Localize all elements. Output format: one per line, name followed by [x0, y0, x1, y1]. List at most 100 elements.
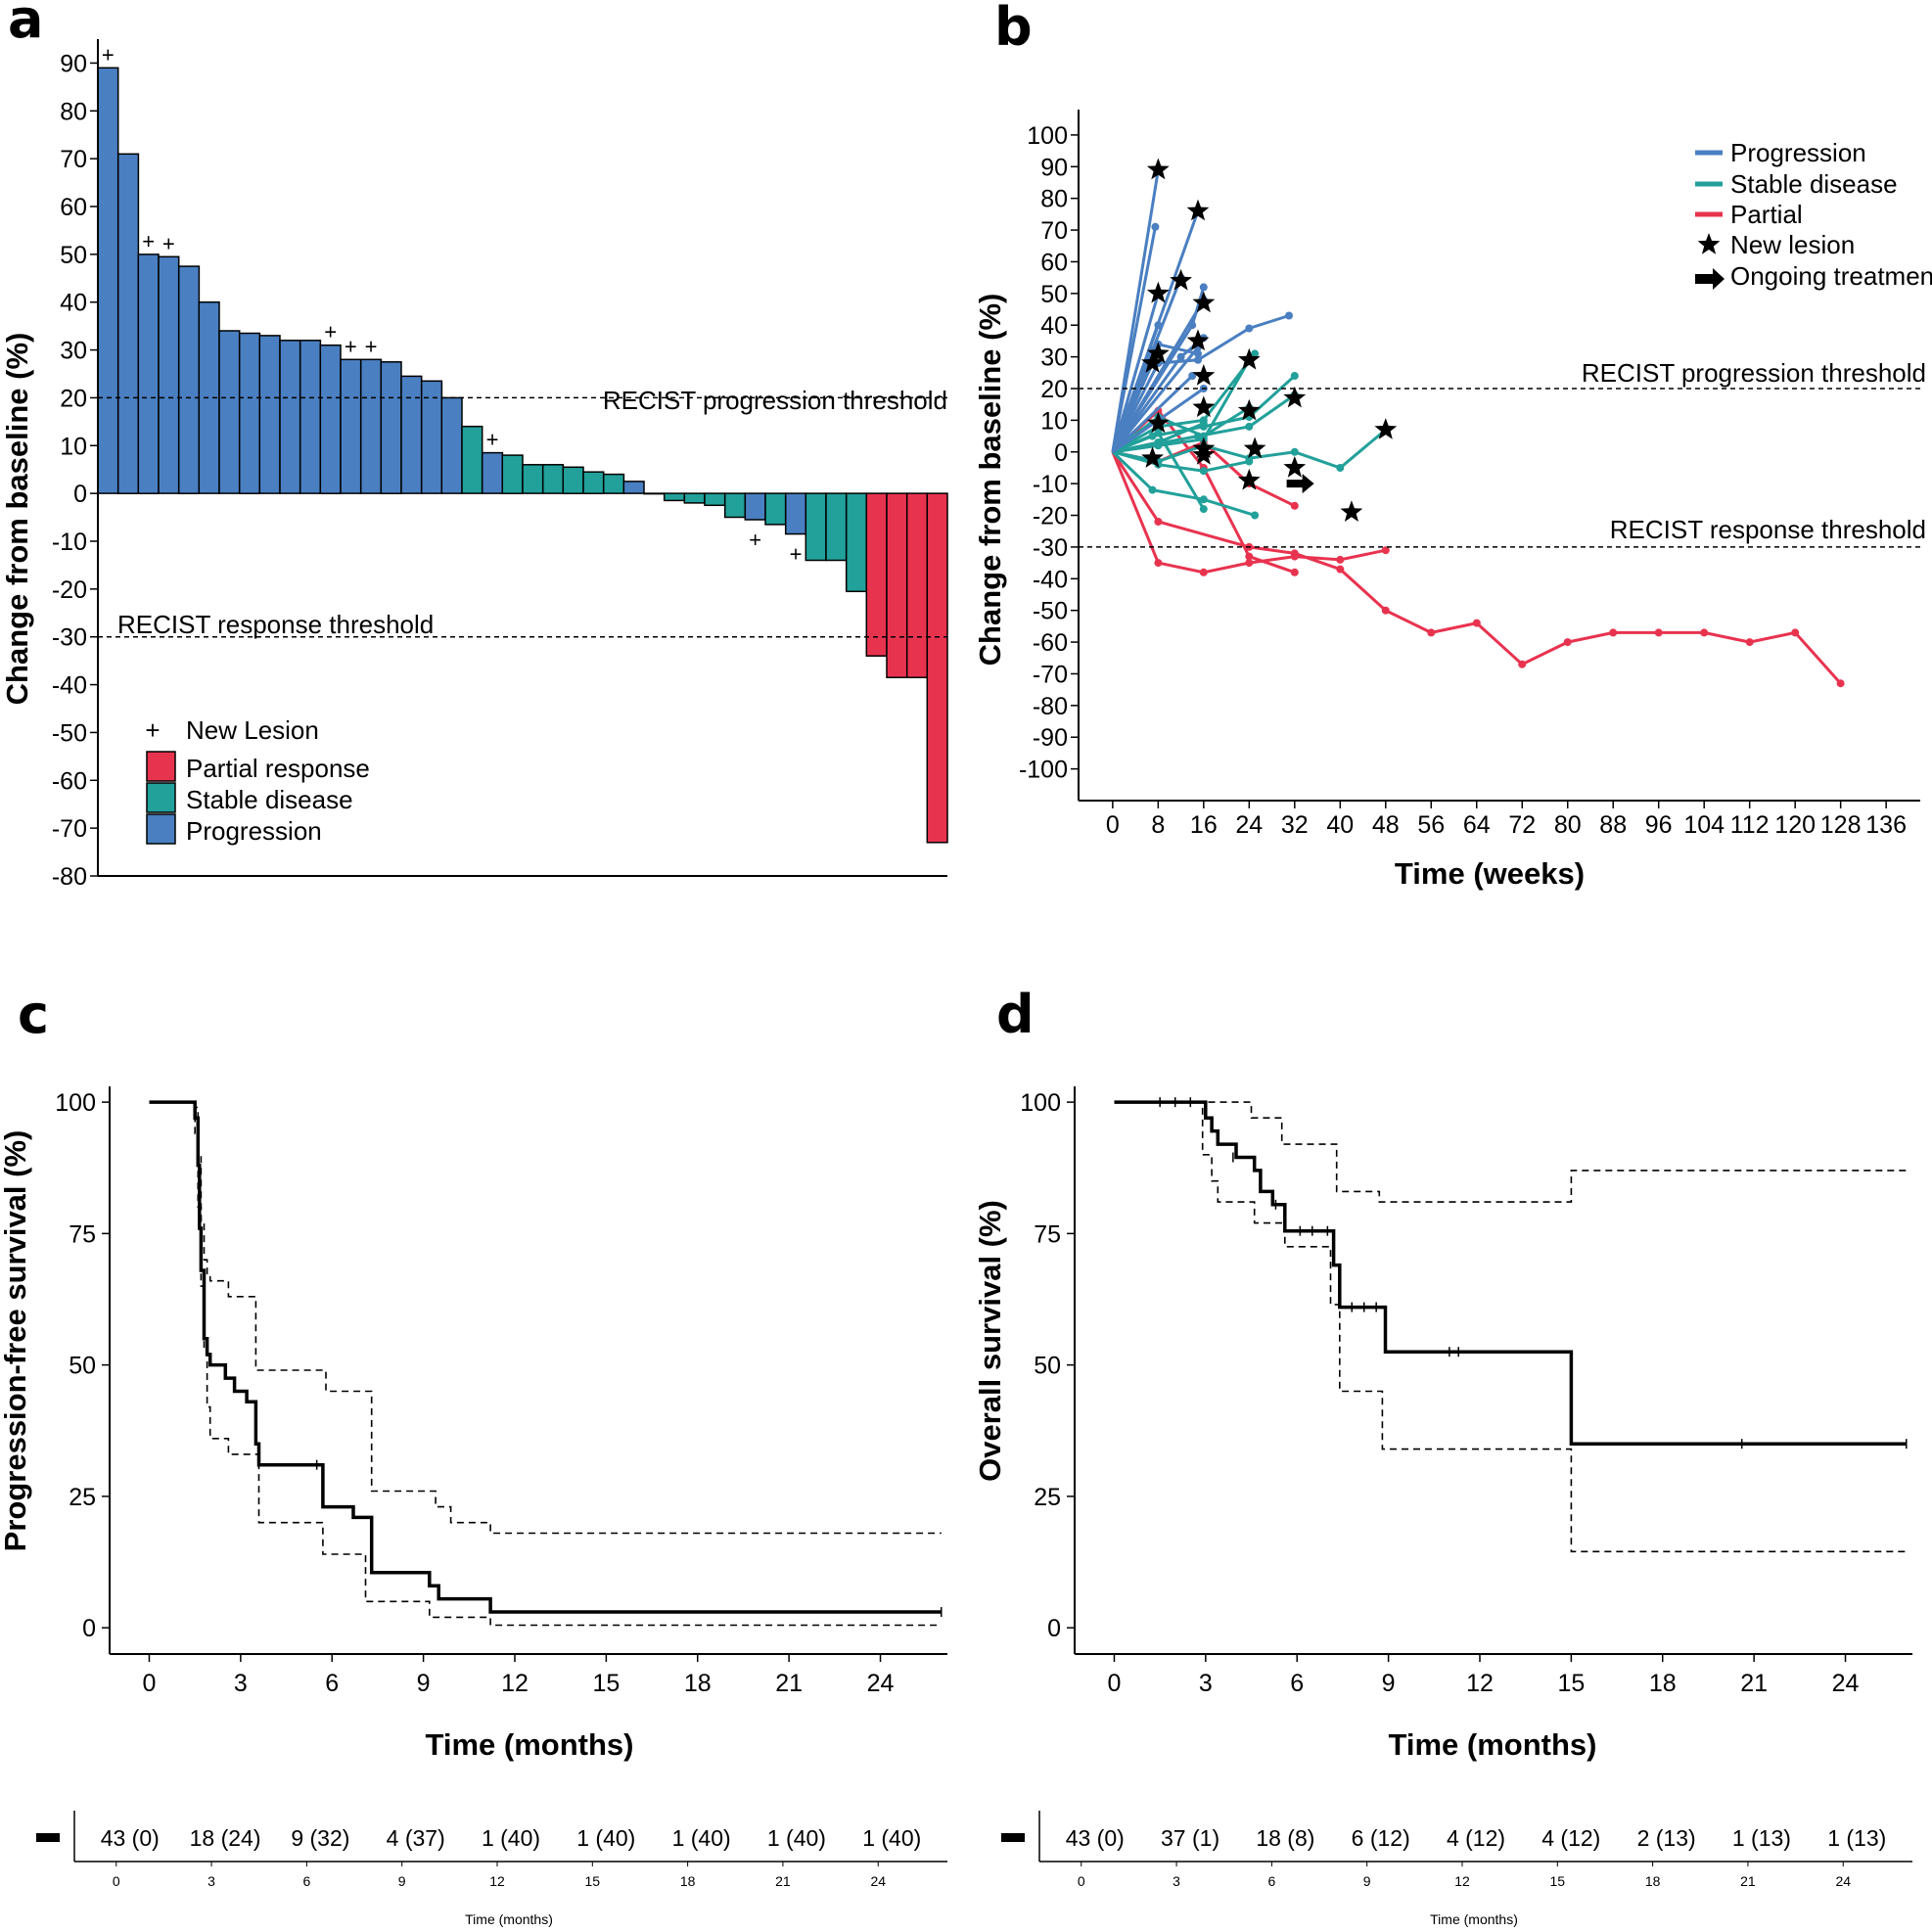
new-lesion-star: [1192, 443, 1216, 465]
new-lesion-mark: +: [790, 542, 803, 567]
panel-d-os: d 0 25 50 75 100 0 3 6 9 12 15 18 21 24 43 (0) 0 37 (1) 3…: [973, 984, 1912, 1927]
panel-c-risk-x-axis-title: Time (months): [465, 1911, 553, 1927]
y-tick-label: 50: [1034, 1353, 1061, 1380]
panel-c-plot: 0 25 50 75 100 0 3 6 9 12 15 18 21 24 43 (0) 0 18 (24) 3 9…: [36, 1086, 947, 1889]
y-tick-label: 30: [1040, 345, 1068, 372]
panel-c-pfs: c 0 25 50 75 100 0 3 6 9 12 15 18 21 24 43 (0) 0 18 (24)…: [0, 984, 947, 1927]
risk-legend-key: [1001, 1833, 1025, 1842]
panel-d-x-axis-title: Time (months): [1389, 1727, 1597, 1762]
risk-x-tick-label: 9: [398, 1873, 406, 1889]
series-line: [1111, 169, 1160, 453]
bar: [643, 492, 666, 495]
series-line: [1111, 450, 1842, 685]
panel-a-waterfall: a + + + + + + + + + 90 80 70 60 50 40 30 20 10 0 -10 -20 -30…: [0, 0, 948, 891]
risk-count: 37 (1): [1161, 1825, 1219, 1851]
x-tick-label: 0: [1106, 811, 1120, 839]
y-tick-label: -60: [52, 767, 87, 795]
legend-star-icon: [1697, 233, 1721, 254]
x-tick-label: 128: [1820, 811, 1862, 839]
x-tick-label: 48: [1372, 811, 1400, 839]
panel-a-letter: a: [8, 0, 43, 50]
data-point: [1290, 549, 1299, 558]
bar: [481, 451, 504, 494]
panel-b-letter: b: [994, 0, 1033, 58]
y-tick-label: 40: [1040, 312, 1068, 340]
data-point: [1251, 511, 1260, 520]
upper-ci-line: [149, 1101, 942, 1535]
data-point: [1199, 568, 1208, 576]
panel-a-new-lesion-marks: + + + + + + + + +: [102, 42, 803, 566]
risk-x-tick-label: 3: [1173, 1873, 1180, 1889]
data-point: [1148, 485, 1157, 494]
risk-x-tick-label: 18: [1645, 1873, 1661, 1889]
series-line: [1111, 450, 1256, 517]
data-point: [1290, 447, 1299, 456]
bar: [622, 481, 645, 494]
bar: [541, 464, 565, 494]
y-tick-label: 20: [1040, 376, 1068, 403]
risk-count: 1 (40): [482, 1825, 540, 1851]
legend-progression-swatch: [146, 813, 176, 845]
x-tick-label: 104: [1683, 811, 1725, 839]
y-tick-label: 70: [60, 146, 87, 173]
panel-c-letter: c: [18, 984, 49, 1045]
legend-progression-label: Progression: [1730, 138, 1866, 167]
y-tick-label: 90: [60, 50, 87, 77]
bar: [461, 425, 483, 494]
y-tick-label: 10: [1040, 407, 1068, 435]
y-tick-label: -50: [52, 719, 87, 747]
y-tick-label: 75: [69, 1220, 96, 1248]
y-tick-label: 90: [1040, 154, 1068, 181]
legend-stable-swatch: [146, 782, 176, 813]
data-point: [1791, 628, 1800, 637]
x-tick-label: 24: [1235, 811, 1263, 839]
risk-x-tick-label: 15: [585, 1873, 601, 1889]
x-tick-label: 3: [1199, 1670, 1213, 1697]
legend-new-lesion-label: New Lesion: [186, 715, 319, 745]
risk-legend-key: [36, 1833, 60, 1842]
data-point: [1700, 628, 1709, 637]
new-lesion-star: [1141, 351, 1164, 373]
panel-d-letter: d: [996, 984, 1035, 1045]
panel-a-y-axis: 90 80 70 60 50 40 30 20 10 0 -10 -20 -30 -40 -50 -60 -70…: [52, 39, 947, 891]
bar: [865, 492, 888, 657]
data-point: [1609, 628, 1618, 637]
x-tick-label: 0: [143, 1670, 157, 1697]
bar: [704, 492, 726, 507]
data-point: [1154, 518, 1163, 526]
risk-count: 1 (40): [862, 1825, 921, 1851]
panel-c-x-axis-title: Time (months): [426, 1727, 634, 1762]
panel-b-y-axis-title: Change from baseline (%): [973, 294, 1007, 667]
y-tick-label: 0: [1047, 1615, 1061, 1642]
series-line: [1111, 293, 1160, 453]
data-point: [1654, 628, 1663, 637]
bar: [582, 471, 605, 494]
y-tick-label: 50: [60, 242, 87, 269]
risk-count: 1 (13): [1827, 1825, 1886, 1851]
bar: [845, 492, 868, 593]
data-point: [1285, 311, 1293, 320]
panel-b-legend: Progression Stable disease Partial New l…: [1695, 138, 1932, 291]
bar: [683, 492, 706, 504]
legend-new-lesion-symbol: +: [145, 715, 160, 745]
x-tick-label: 40: [1326, 811, 1354, 839]
y-tick-label: 25: [69, 1484, 96, 1511]
x-tick-label: 24: [867, 1670, 895, 1697]
new-lesion-star: [1192, 395, 1216, 418]
series-line: [1112, 352, 1257, 454]
new-lesion-mark: +: [365, 334, 378, 358]
lower-ci-line: [149, 1101, 942, 1627]
upper-ci-line: [1114, 1101, 1907, 1203]
bar: [723, 492, 747, 519]
data-point: [1154, 321, 1163, 330]
x-tick-label: 112: [1730, 811, 1770, 839]
new-lesion-star: [1186, 199, 1210, 221]
y-tick-label: 0: [73, 481, 87, 508]
data-point: [1199, 432, 1208, 440]
data-point: [1199, 467, 1208, 476]
data-point: [1245, 457, 1254, 466]
legend-stable-label: Stable disease: [1730, 169, 1898, 199]
new-lesion-star: [1146, 158, 1170, 180]
data-point: [1336, 555, 1345, 564]
